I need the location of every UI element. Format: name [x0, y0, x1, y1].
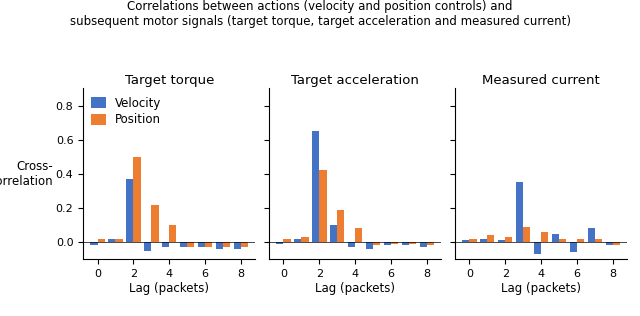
Bar: [605, 242, 613, 246]
Bar: [373, 242, 380, 246]
Bar: [559, 239, 566, 242]
Bar: [505, 237, 513, 242]
X-axis label: Lag (packets): Lag (packets): [129, 282, 209, 295]
Bar: [90, 242, 97, 246]
Bar: [294, 239, 301, 242]
Bar: [205, 242, 212, 247]
Bar: [541, 232, 548, 242]
Bar: [144, 242, 151, 251]
Bar: [498, 240, 505, 242]
Bar: [301, 237, 308, 242]
Y-axis label: Cross-
correlation: Cross- correlation: [0, 160, 53, 188]
Bar: [169, 225, 177, 242]
Bar: [366, 242, 373, 249]
Bar: [523, 227, 531, 242]
Bar: [108, 239, 115, 242]
Bar: [234, 242, 241, 249]
Bar: [384, 242, 391, 246]
Bar: [284, 239, 291, 242]
Bar: [330, 225, 337, 242]
Legend: Velocity, Position: Velocity, Position: [89, 94, 164, 129]
Bar: [402, 242, 409, 246]
Bar: [487, 235, 495, 242]
Bar: [115, 239, 123, 242]
Bar: [337, 210, 344, 242]
Bar: [516, 182, 523, 242]
Bar: [570, 242, 577, 252]
Bar: [552, 234, 559, 242]
Bar: [577, 239, 584, 242]
Bar: [223, 242, 230, 247]
Bar: [462, 240, 469, 242]
Bar: [133, 157, 141, 242]
Bar: [276, 242, 284, 244]
Bar: [97, 239, 105, 242]
Bar: [420, 242, 427, 247]
Bar: [534, 242, 541, 254]
Bar: [162, 242, 169, 247]
Bar: [312, 131, 319, 242]
Bar: [391, 242, 398, 244]
Bar: [151, 204, 159, 242]
Bar: [409, 242, 416, 244]
Title: Measured current: Measured current: [483, 74, 600, 87]
Bar: [188, 242, 195, 247]
Bar: [348, 242, 355, 247]
Bar: [180, 242, 188, 247]
Bar: [595, 239, 602, 242]
Bar: [198, 242, 205, 247]
Bar: [216, 242, 223, 249]
Bar: [613, 242, 620, 246]
Title: Target acceleration: Target acceleration: [291, 74, 419, 87]
Bar: [427, 242, 434, 246]
X-axis label: Lag (packets): Lag (packets): [501, 282, 581, 295]
Title: Target torque: Target torque: [125, 74, 214, 87]
Bar: [588, 228, 595, 242]
Bar: [319, 170, 326, 242]
Bar: [480, 239, 487, 242]
Bar: [469, 239, 477, 242]
Bar: [241, 242, 248, 247]
X-axis label: Lag (packets): Lag (packets): [316, 282, 396, 295]
Bar: [355, 228, 362, 242]
Text: Correlations between actions (velocity and position controls) and
subsequent mot: Correlations between actions (velocity a…: [70, 0, 570, 28]
Bar: [126, 179, 133, 242]
